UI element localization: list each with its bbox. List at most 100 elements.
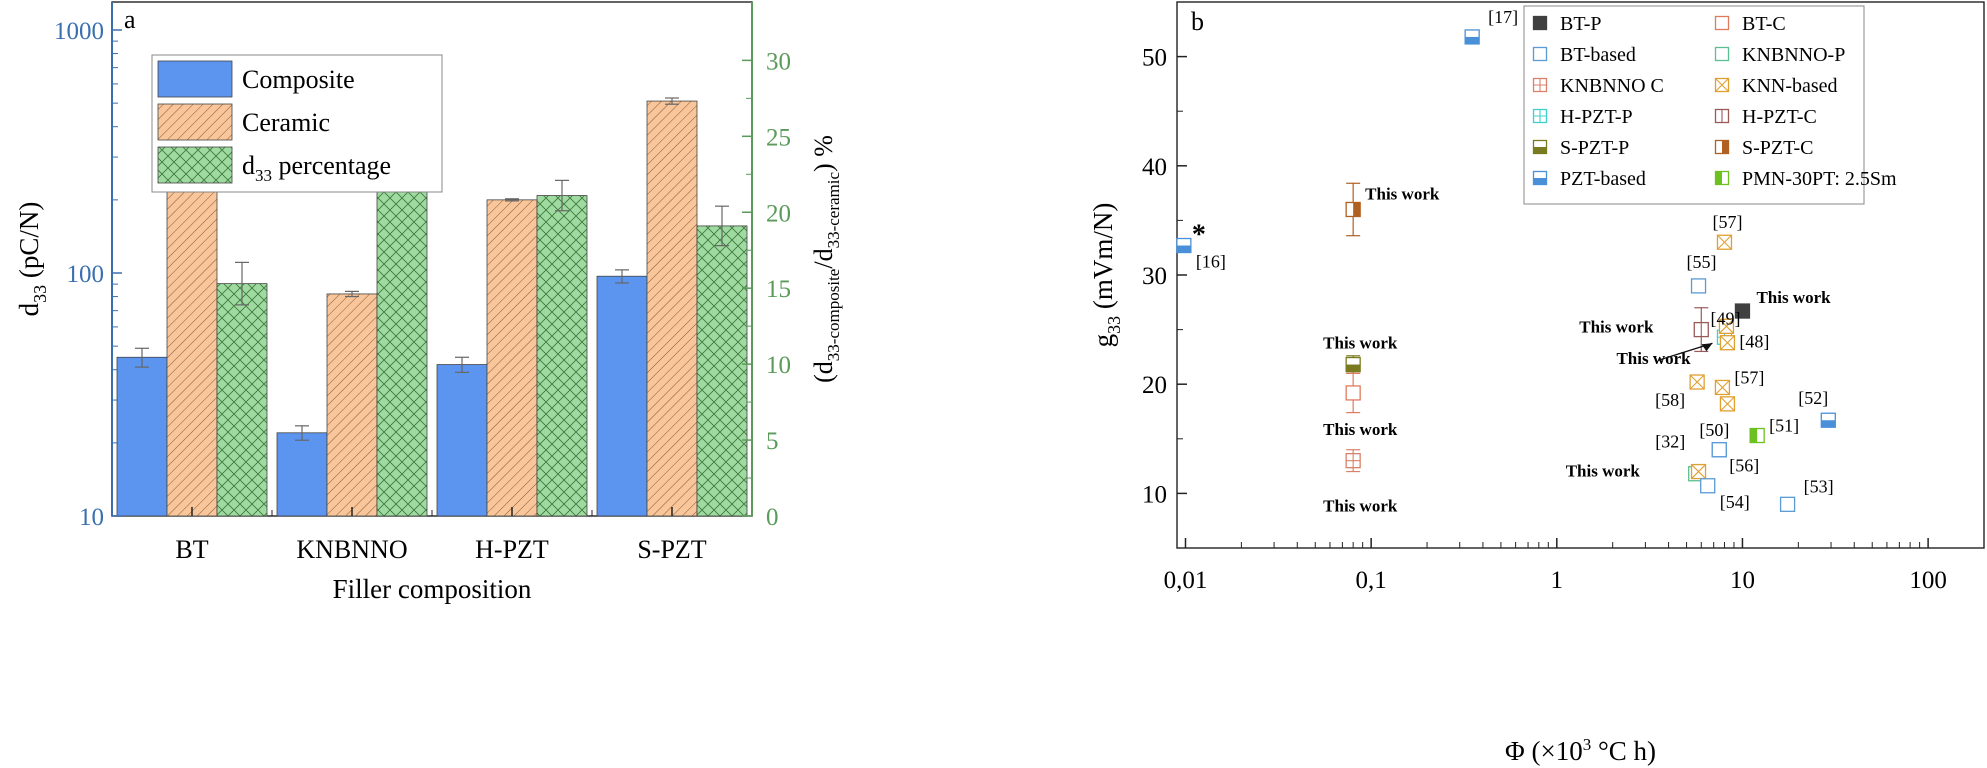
marker-square [1716,17,1729,30]
marker-bt-p [1534,17,1547,30]
right-tick-label: 20 [766,200,791,227]
legend-label: Ceramic [242,108,330,137]
marker-bt-based [1692,279,1706,293]
legend-label-b: BT-based [1560,44,1636,66]
point-label: This work [1323,497,1398,516]
legend-label-b: S-PZT-C [1742,137,1814,159]
point-label: [51] [1769,416,1799,436]
legend-label-b: KNBNNO-P [1742,44,1845,66]
right-tick-label: 25 [766,124,791,151]
marker-pmn-30pt-2-5sm [1750,429,1764,443]
marker-knn-based [1716,79,1729,92]
bar-d33-percentage [217,284,267,516]
panel-label-a: a [124,5,136,34]
y-tick-label: 10 [1142,481,1167,508]
y2-label-mid: /d [809,248,838,268]
point-label: [49] [1710,308,1740,328]
marker-s-pzt-c [1346,202,1360,216]
marker-pzt-based [1534,172,1547,185]
x-axis-label-b: Φ (×103 °C h) [1505,735,1656,766]
legend-label-sub: 33 [255,166,272,185]
y-tick-label: 30 [1142,263,1167,290]
point-label: This work [1323,420,1398,439]
y-label-rest-b: (mVm/N) [1088,203,1118,316]
point-label: [17] [1488,7,1518,27]
y-axis-label-b: g33 (mVm/N) [1088,203,1124,348]
legend-label-b: KNBNNO C [1560,75,1664,97]
point-label: [58] [1655,390,1685,410]
marker-bt-based [1712,443,1726,457]
x-label-post: °C h) [1591,736,1656,766]
marker-square [1716,48,1729,61]
point-label: This work [1579,318,1654,337]
marker-pzt-based [1821,413,1835,427]
x-tick-label: H-PZT [475,535,549,564]
x-label-sup: 3 [1583,735,1592,754]
marker-half [1353,202,1360,216]
legend-label-b: BT-P [1560,13,1602,35]
point-label: [53] [1804,476,1834,496]
marker-knn-based [1692,465,1706,479]
bar-composite [437,365,487,516]
bar-d33-percentage [537,196,587,516]
marker-square [1534,17,1547,30]
point-label: [48] [1739,332,1769,352]
marker-pzt-based [1465,30,1479,44]
marker-h-pzt-c [1694,323,1708,337]
legend-label-rest: percentage [272,151,391,180]
point-label: [56] [1729,456,1759,476]
y-label-main-b: g [1088,334,1118,348]
point-label: This work [1365,184,1440,203]
marker-square [1701,479,1715,493]
bar-ceramic [167,159,217,516]
x-label-pre: Φ (×10 [1505,736,1583,766]
marker-s-pzt-p [1534,141,1547,154]
bar-d33-percentage [697,226,747,516]
legend-b: BT-P BT-C BT-based KNBNNO-P KNBNNO C KNN-base… [1524,6,1897,204]
right-tick-label: 0 [766,504,779,531]
bar-ceramic [647,101,697,516]
left-tick-label: 1000 [54,18,104,45]
marker-square [1712,443,1726,457]
marker-half [1346,365,1360,372]
x-tick-label: KNBNNO [296,535,407,564]
x-axis-label-a: Filler composition [333,574,532,604]
marker-half [1534,178,1547,185]
marker-square [1534,48,1547,61]
marker-half [1716,172,1723,185]
legend-label: Composite [242,65,355,94]
legend-label-main: d [242,151,255,180]
point-label: [52] [1798,388,1828,408]
right-tick-label: 30 [766,48,791,75]
y2-label-close: ) % [809,135,838,172]
marker-h-pzt-c [1716,110,1729,123]
point-label: This work [1756,288,1831,307]
legend-swatch [158,61,232,97]
legend-label-b: H-PZT-P [1560,106,1633,128]
x-tick-label: 10 [1730,567,1755,594]
y-tick-label: 50 [1142,45,1167,72]
point-label: This work [1323,334,1398,353]
marker-half [1534,147,1547,154]
marker-s-pzt-p [1346,358,1360,372]
annotation-star: * [1192,220,1206,251]
point-label: [32] [1655,432,1685,452]
y-axis-label-left: d33 (pC/N) [14,202,50,317]
legend-label-b: BT-C [1742,13,1786,35]
marker-bt-based [1701,479,1715,493]
x-tick-label: 100 [1909,567,1947,594]
legend-label-b: H-PZT-C [1742,106,1817,128]
left-tick-label: 100 [67,261,105,288]
y-label-sub: 33 [30,285,50,303]
panel-b: b 0,01 0,1 1 10 1001020304050 [17][16]This w… [1088,2,1984,766]
point-label: [55] [1687,252,1717,272]
y-tick-label: 20 [1142,372,1167,399]
marker-half [1465,37,1479,44]
panel-a: a 10 100 1000 0 5 10 15 20 25 30 BT KNBNNO H-PZT S-PZ… [14,2,843,604]
bar-ceramic [487,200,537,516]
legend-label-b: KNN-based [1742,75,1838,97]
y2-label-open: (d [809,361,838,383]
bar-composite [597,276,647,516]
marker-knn-based [1720,336,1734,350]
point-label: This work [1616,349,1691,368]
